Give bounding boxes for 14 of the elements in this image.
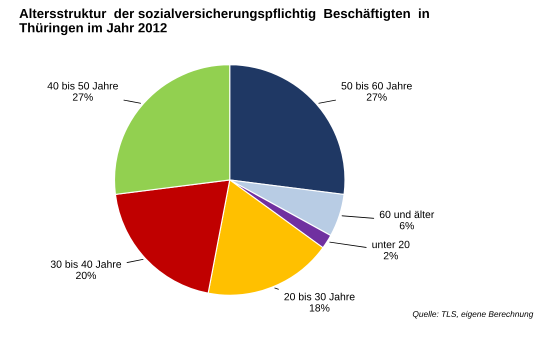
data-label: 27% (72, 93, 93, 101)
data-label: 2% (384, 252, 398, 260)
slice-label: 30 bis 40 Jahre (50, 260, 122, 268)
chart-title: Altersstruktur der sozialversicherungspflichtig Beschäftigten in Thüringen im Jahr 2012 (19, 8, 429, 36)
data-label: 20% (76, 272, 96, 280)
slice-label: 20 bis 30 Jahre (284, 292, 355, 300)
data-label: 18% (310, 304, 330, 312)
data-label: 27% (366, 93, 387, 101)
slice-label: 60 und älter (380, 210, 434, 218)
data-label: 6% (400, 222, 414, 230)
slice-label: 50 bis 60 Jahre (341, 82, 412, 90)
slice-label: 40 bis 50 Jahre (47, 82, 118, 90)
source-note: Quelle: TLS, eigene Berechnung (412, 310, 534, 319)
slice-label: unter 20 (372, 240, 410, 248)
